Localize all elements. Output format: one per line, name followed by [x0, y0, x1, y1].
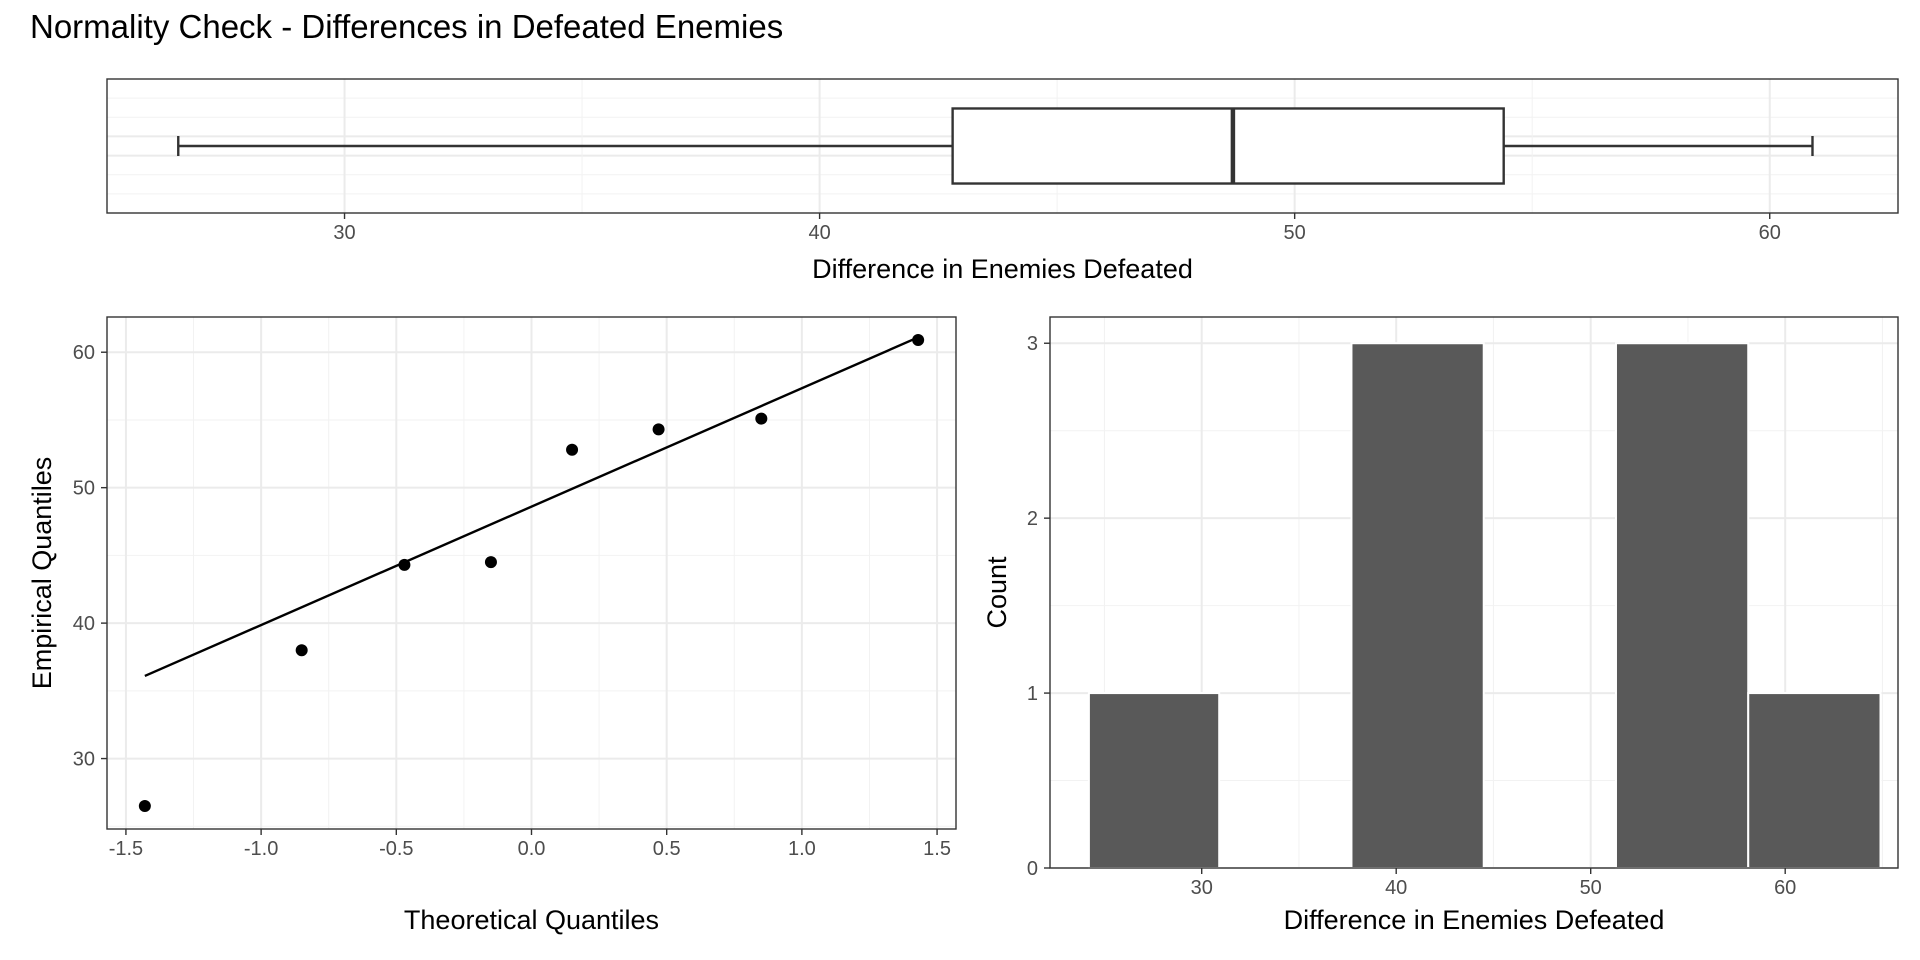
qq-point [912, 334, 925, 347]
histogram-bar [1350, 342, 1485, 869]
x-tick-label: 50 [1284, 222, 1306, 244]
y-axis-title: Count [982, 556, 1012, 629]
box-iqr [951, 107, 1505, 185]
x-axis-title: Difference in Enemies Defeated [1284, 905, 1665, 935]
x-tick-label: 1.5 [923, 838, 951, 860]
x-tick-label: -1.5 [109, 838, 143, 860]
qq-reference-line [144, 336, 919, 678]
qq-point [138, 799, 151, 812]
x-tick-label: 40 [808, 222, 830, 244]
x-tick-label: -1.0 [244, 838, 278, 860]
x-tick-label: 30 [1191, 877, 1213, 899]
x-tick-label: -0.5 [379, 838, 413, 860]
y-axis-title: Empirical Quantiles [27, 457, 57, 690]
x-axis-title: Theoretical Quantiles [404, 905, 659, 935]
qq-point [755, 412, 768, 425]
qq-plot-panel: -1.5 -1.0 -0.5 0.0 0.5 1.0 1.5 30 40 50 60 Theoreti… [27, 316, 957, 935]
x-tick-label: 60 [1759, 222, 1781, 244]
x-tick-label: 30 [333, 222, 355, 244]
y-tick-label: 60 [73, 342, 95, 364]
y-tick-label: 30 [73, 749, 95, 771]
x-tick-label: 0.5 [653, 838, 681, 860]
qq-point [484, 556, 497, 569]
qq-point [566, 443, 579, 456]
x-axis-title: Difference in Enemies Defeated [812, 254, 1193, 284]
x-tick-label: 1.0 [788, 838, 816, 860]
qq-point [295, 644, 308, 657]
y-tick-label: 1 [1027, 683, 1038, 705]
qq-point [398, 558, 411, 571]
x-tick-label: 60 [1774, 877, 1796, 899]
chart-title: Normality Check - Differences in Defeate… [30, 8, 784, 45]
histogram-panel: 30 40 50 60 0 1 2 3 Difference in Enemies Defeat… [982, 316, 1899, 935]
qq-point [652, 423, 665, 436]
histogram-bar [1087, 692, 1221, 869]
boxplot-panel: 30 40 50 60 Difference in Enemies Defeated [106, 78, 1899, 284]
panel-border [1049, 316, 1899, 869]
panel-border [106, 78, 1899, 214]
x-tick-label: 40 [1385, 877, 1407, 899]
y-tick-label: 2 [1027, 508, 1038, 530]
histogram-bar [1747, 692, 1882, 869]
histogram-bar [1614, 342, 1750, 869]
y-tick-label: 3 [1027, 333, 1038, 355]
x-tick-label: 0.0 [518, 838, 546, 860]
y-tick-label: 0 [1027, 858, 1038, 880]
y-tick-label: 50 [73, 478, 95, 500]
x-tick-label: 50 [1580, 877, 1602, 899]
y-tick-label: 40 [73, 613, 95, 635]
